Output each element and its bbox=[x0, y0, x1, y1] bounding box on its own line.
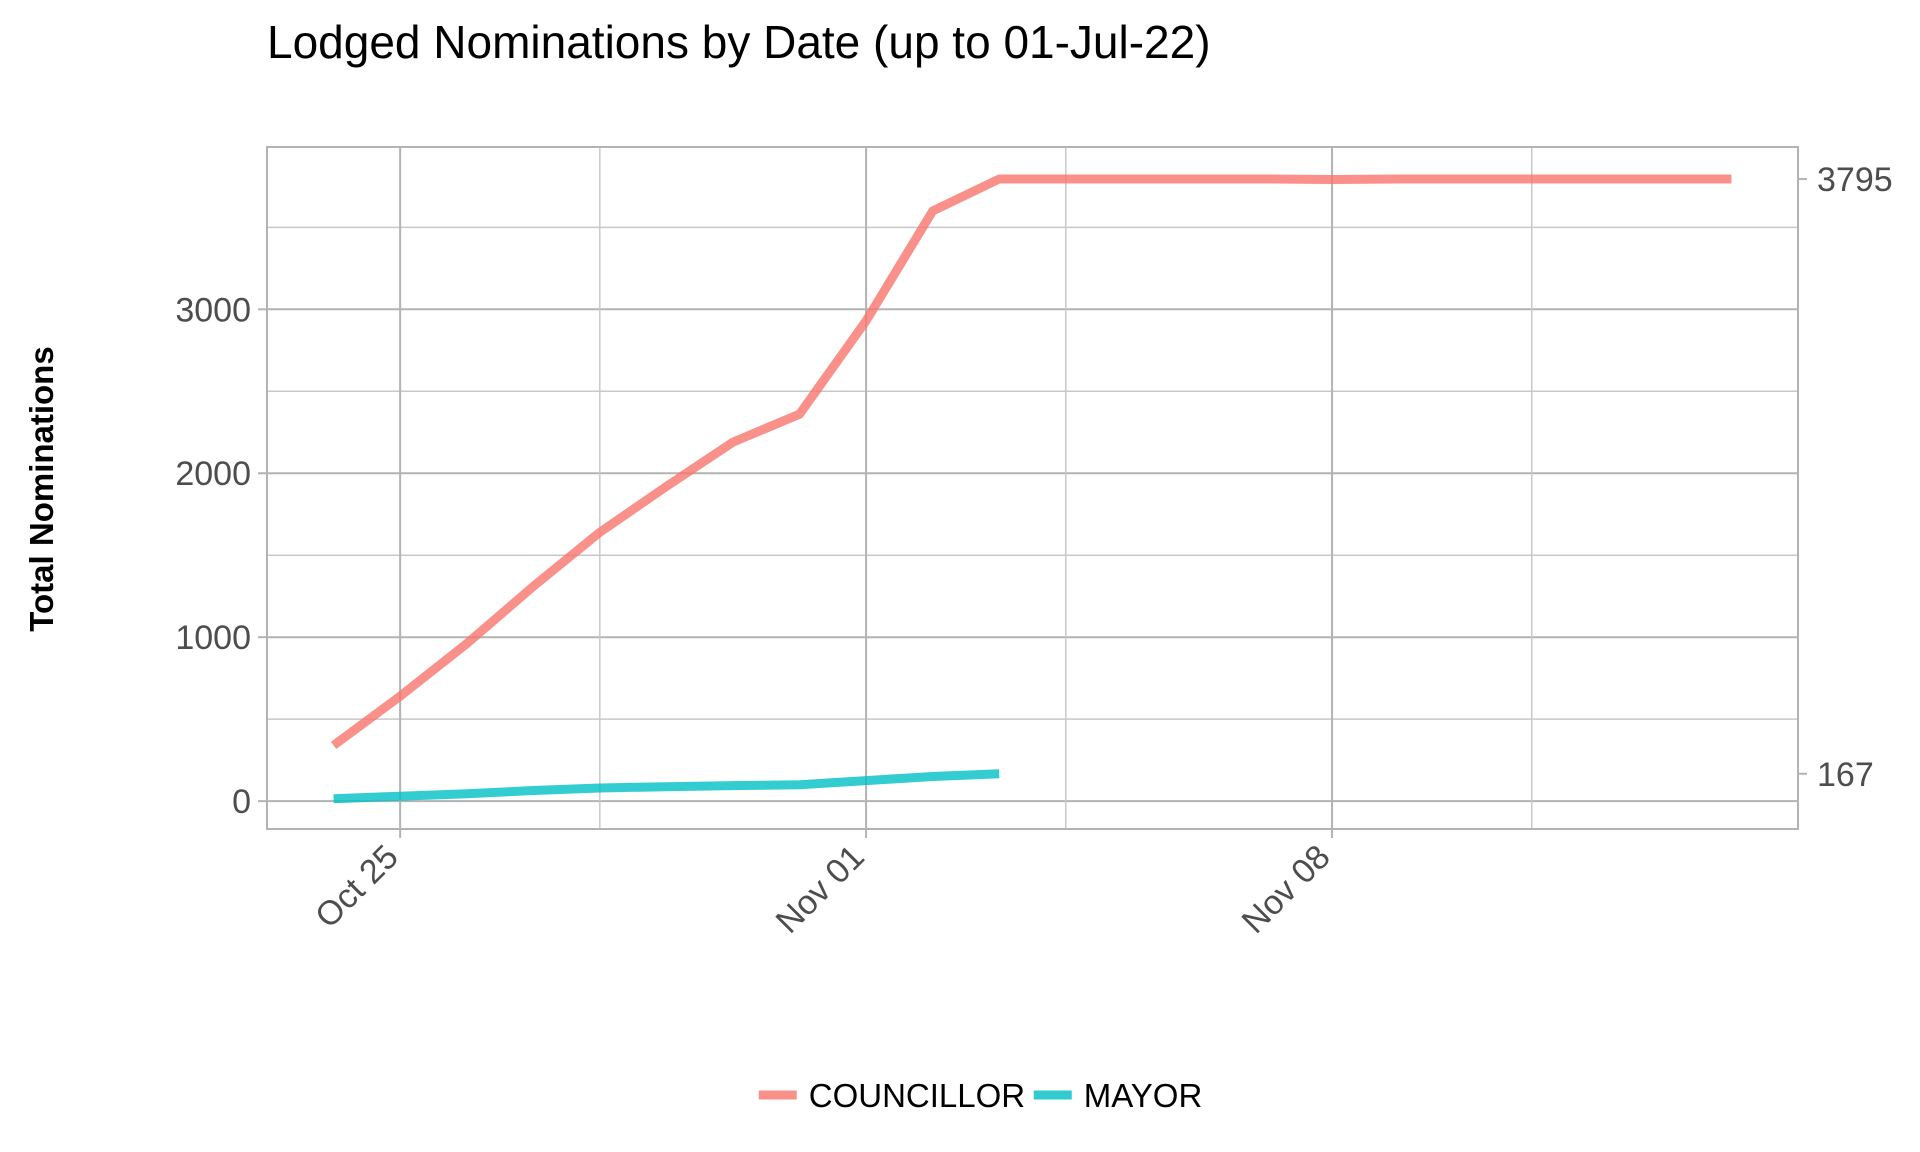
legend-label-councillor: COUNCILLOR bbox=[809, 1077, 1025, 1114]
y-axis-label: Total Nominations bbox=[23, 346, 60, 631]
x-tick-label: Nov 01 bbox=[769, 838, 872, 941]
series-line-councillor bbox=[330, 174, 1732, 750]
right-axis-label: 167 bbox=[1817, 756, 1874, 794]
series-line-mayor bbox=[333, 769, 1000, 804]
grid-lines bbox=[267, 147, 1798, 829]
right-axis-label: 3795 bbox=[1817, 161, 1893, 199]
legend-label-mayor: MAYOR bbox=[1084, 1077, 1203, 1114]
y-tick-label: 2000 bbox=[175, 455, 251, 493]
x-tick-label: Nov 08 bbox=[1235, 838, 1338, 941]
chart-title: Lodged Nominations by Date (up to 01-Jul… bbox=[267, 16, 1211, 68]
x-tick-label: Oct 25 bbox=[308, 838, 406, 936]
y-tick-label: 3000 bbox=[175, 291, 251, 329]
axis-ticks bbox=[258, 177, 1807, 838]
y-tick-label: 1000 bbox=[175, 619, 251, 657]
tick-labels: 0 1000 2000 3000 Oct 25 Nov 01 Nov 08 3795 167 bbox=[175, 161, 1892, 941]
plot-panel bbox=[266, 146, 1799, 830]
series-lines bbox=[330, 174, 1732, 804]
y-tick-label: 0 bbox=[232, 783, 251, 821]
legend: COUNCILLOR MAYOR bbox=[758, 1077, 1203, 1114]
